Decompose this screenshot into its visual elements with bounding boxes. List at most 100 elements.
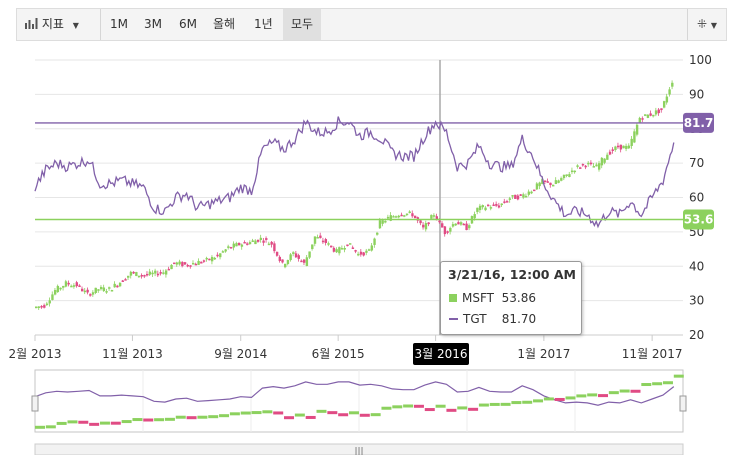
msft-candle: [75, 282, 79, 287]
msft-candle: [367, 249, 371, 251]
msft-candle: [671, 82, 674, 87]
msft-candle: [70, 285, 73, 288]
msft-candle: [570, 170, 574, 173]
msft-candle: [281, 259, 284, 263]
msft-candle: [45, 303, 49, 306]
tooltip-series-name: MSFT: [462, 291, 494, 305]
msft-candle: [419, 220, 422, 224]
navigator-msft-bar: [154, 418, 165, 422]
msft-candle: [481, 205, 485, 208]
navigator-msft-bar: [240, 411, 251, 415]
msft-candle: [300, 260, 303, 263]
msft-candle: [516, 195, 520, 200]
msft-candle: [511, 195, 514, 197]
msft-candle: [573, 170, 577, 173]
msft-candle: [389, 215, 392, 221]
msft-candle: [102, 287, 106, 292]
navigator-msft-bar: [598, 394, 609, 398]
navigator-msft-bar: [641, 383, 652, 387]
range-button-ytd[interactable]: 올해: [213, 17, 236, 31]
msft-candle: [108, 287, 111, 289]
msft-candle: [546, 181, 549, 183]
msft-candle: [625, 145, 628, 149]
msft-candle: [422, 224, 425, 228]
msft-candle: [319, 235, 322, 238]
y-tick-label: 60: [689, 191, 704, 205]
msft-candle: [462, 223, 466, 226]
range-button-all[interactable]: 모두: [283, 9, 321, 40]
navigator-msft-bar: [229, 412, 240, 416]
msft-candle: [630, 138, 633, 146]
msft-candle: [392, 216, 395, 218]
msft-candle: [248, 242, 252, 245]
msft-candle: [611, 149, 614, 151]
navigator-msft-bar: [500, 402, 511, 406]
msft-candle: [143, 275, 146, 277]
msft-candle: [43, 305, 46, 308]
navigator-msft-bar: [348, 411, 359, 415]
msft-candle: [359, 251, 363, 255]
navigator-msft-bar: [284, 416, 295, 420]
msft-candle: [238, 242, 241, 246]
toolbar-divider: [687, 9, 688, 40]
msft-candle: [235, 243, 238, 247]
msft-candle: [508, 198, 512, 200]
msft-candle: [400, 214, 403, 217]
msft-candle: [595, 164, 598, 167]
msft-candle: [351, 247, 355, 249]
settings-button[interactable]: ⁜ ▼: [697, 9, 717, 40]
msft-candle: [210, 256, 214, 262]
msft-candle: [275, 251, 279, 256]
navigator-msft-bar: [673, 374, 684, 378]
msft-candle: [579, 167, 582, 169]
tooltip-row-msft: MSFT 53.86: [449, 290, 536, 306]
indicators-label: 지표: [41, 17, 64, 31]
navigator-msft-bar: [652, 382, 663, 386]
msft-candle: [530, 191, 533, 194]
x-tick-label: 6월 2015: [312, 347, 365, 361]
msft-candle: [327, 243, 330, 245]
msft-candle: [83, 290, 87, 293]
msft-candle: [40, 305, 43, 308]
navigator[interactable]: |||: [31, 369, 687, 455]
msft-candle: [251, 240, 254, 242]
msft-candle: [221, 251, 225, 253]
range-button-1y[interactable]: 1년: [254, 17, 273, 31]
msft-candle: [587, 162, 590, 165]
msft-candle: [154, 270, 157, 274]
msft-candle: [411, 213, 414, 217]
msft-candle: [208, 258, 211, 261]
msft-candle: [219, 253, 222, 258]
msft-candle: [446, 231, 449, 233]
navigator-scrollbar: [34, 443, 684, 455]
msft-candle: [262, 240, 265, 243]
msft-candle: [487, 204, 490, 207]
indicators-button[interactable]: 지표 ▼: [25, 9, 79, 40]
msft-candle: [376, 232, 379, 235]
y-tick-label: 70: [689, 156, 704, 170]
y-tick-label: 40: [689, 259, 704, 273]
x-tick-label: 11월 2013: [102, 347, 163, 361]
msft-candle: [51, 294, 54, 300]
tooltip-value: 53.86: [501, 291, 536, 305]
y-axis: 2030405060708090100: [689, 53, 712, 342]
navigator-msft-bar: [305, 415, 316, 419]
msft-candle: [270, 241, 273, 245]
range-button-6m[interactable]: 6M: [179, 17, 197, 31]
msft-candle: [576, 165, 579, 167]
msft-candle: [465, 223, 468, 231]
navigator-msft-bar: [370, 413, 381, 417]
x-tick-label: 2월 2013: [8, 347, 61, 361]
msft-candle: [381, 220, 384, 224]
range-button-1m[interactable]: 1M: [110, 17, 128, 31]
msft-candles: [35, 80, 674, 311]
range-button-3m[interactable]: 3M: [144, 17, 162, 31]
tooltip-value: 81.70: [501, 312, 537, 326]
msft-candle: [543, 180, 547, 183]
msft-candle: [635, 124, 639, 135]
msft-candle: [533, 189, 536, 192]
msft-candle: [105, 291, 108, 293]
navigator-msft-bar: [294, 413, 305, 417]
navigator-msft-bar: [186, 416, 197, 420]
